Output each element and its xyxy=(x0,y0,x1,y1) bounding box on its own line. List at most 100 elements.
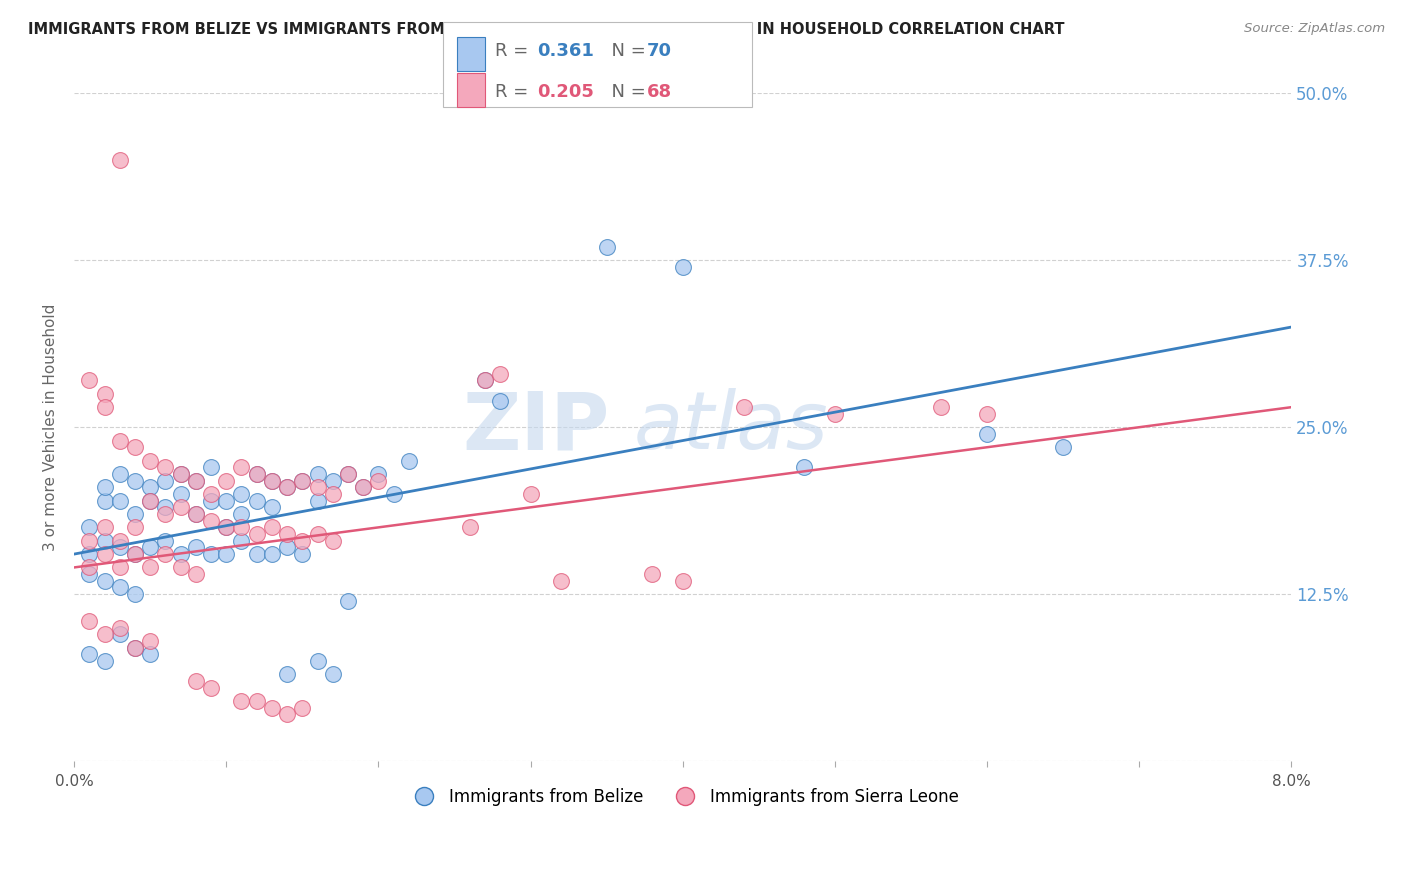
Point xyxy=(108,581,131,595)
Point xyxy=(184,567,207,582)
Point xyxy=(398,453,420,467)
Point xyxy=(641,567,664,582)
Point xyxy=(231,520,253,534)
Point xyxy=(139,493,162,508)
Point xyxy=(169,467,191,481)
Text: 70: 70 xyxy=(647,42,672,60)
Point xyxy=(246,694,269,708)
Point xyxy=(93,533,115,548)
Point xyxy=(79,374,101,388)
Point xyxy=(215,520,238,534)
Point xyxy=(291,474,314,488)
Point xyxy=(519,487,541,501)
Text: 0.361: 0.361 xyxy=(537,42,593,60)
Point xyxy=(215,474,238,488)
Point xyxy=(246,467,269,481)
Point xyxy=(322,533,344,548)
Point xyxy=(124,640,146,655)
Point xyxy=(93,480,115,494)
Point xyxy=(155,533,177,548)
Point xyxy=(108,493,131,508)
Point xyxy=(322,474,344,488)
Point xyxy=(307,480,329,494)
Point xyxy=(336,467,359,481)
Legend: Immigrants from Belize, Immigrants from Sierra Leone: Immigrants from Belize, Immigrants from … xyxy=(401,781,965,813)
Point xyxy=(246,467,269,481)
Point xyxy=(231,507,253,521)
Point xyxy=(231,460,253,475)
Point xyxy=(93,493,115,508)
Point xyxy=(139,493,162,508)
Point xyxy=(291,547,314,561)
Point xyxy=(672,574,695,588)
Point xyxy=(184,474,207,488)
Point xyxy=(155,474,177,488)
Point xyxy=(79,614,101,628)
Point xyxy=(291,474,314,488)
Point xyxy=(139,541,162,555)
Point xyxy=(231,487,253,501)
Point xyxy=(215,520,238,534)
Point xyxy=(93,574,115,588)
Point xyxy=(124,547,146,561)
Point xyxy=(474,374,496,388)
Point xyxy=(108,541,131,555)
Point xyxy=(124,587,146,601)
Point xyxy=(260,520,283,534)
Point xyxy=(93,547,115,561)
Point xyxy=(276,480,298,494)
Point xyxy=(672,260,695,274)
Point xyxy=(367,474,389,488)
Point xyxy=(108,560,131,574)
Point xyxy=(489,367,512,381)
Point xyxy=(215,547,238,561)
Point xyxy=(595,240,617,254)
Text: R =: R = xyxy=(495,42,534,60)
Point xyxy=(184,507,207,521)
Point xyxy=(124,520,146,534)
Point xyxy=(124,547,146,561)
Point xyxy=(93,400,115,414)
Point xyxy=(215,493,238,508)
Text: 0.205: 0.205 xyxy=(537,83,593,101)
Point xyxy=(139,453,162,467)
Text: N =: N = xyxy=(600,42,652,60)
Point xyxy=(291,533,314,548)
Point xyxy=(169,560,191,574)
Point xyxy=(155,460,177,475)
Point xyxy=(169,547,191,561)
Point xyxy=(108,467,131,481)
Point xyxy=(231,533,253,548)
Point xyxy=(260,474,283,488)
Point xyxy=(139,560,162,574)
Text: R =: R = xyxy=(495,83,534,101)
Point xyxy=(291,700,314,714)
Point xyxy=(260,547,283,561)
Point xyxy=(276,480,298,494)
Point xyxy=(382,487,405,501)
Point xyxy=(93,387,115,401)
Point xyxy=(124,440,146,454)
Point xyxy=(79,547,101,561)
Point xyxy=(200,547,222,561)
Text: IMMIGRANTS FROM BELIZE VS IMMIGRANTS FROM SIERRA LEONE 3 OR MORE VEHICLES IN HOU: IMMIGRANTS FROM BELIZE VS IMMIGRANTS FRO… xyxy=(28,22,1064,37)
Point xyxy=(169,487,191,501)
Point xyxy=(336,594,359,608)
Point xyxy=(184,673,207,688)
Point xyxy=(93,520,115,534)
Point xyxy=(124,507,146,521)
Point xyxy=(200,487,222,501)
Point xyxy=(184,474,207,488)
Point xyxy=(1052,440,1074,454)
Text: atlas: atlas xyxy=(634,388,828,467)
Point xyxy=(169,500,191,515)
Point xyxy=(276,541,298,555)
Point xyxy=(155,500,177,515)
Point xyxy=(200,514,222,528)
Point xyxy=(307,527,329,541)
Point xyxy=(231,694,253,708)
Point xyxy=(458,520,481,534)
Point xyxy=(246,527,269,541)
Point xyxy=(93,654,115,668)
Point xyxy=(276,707,298,722)
